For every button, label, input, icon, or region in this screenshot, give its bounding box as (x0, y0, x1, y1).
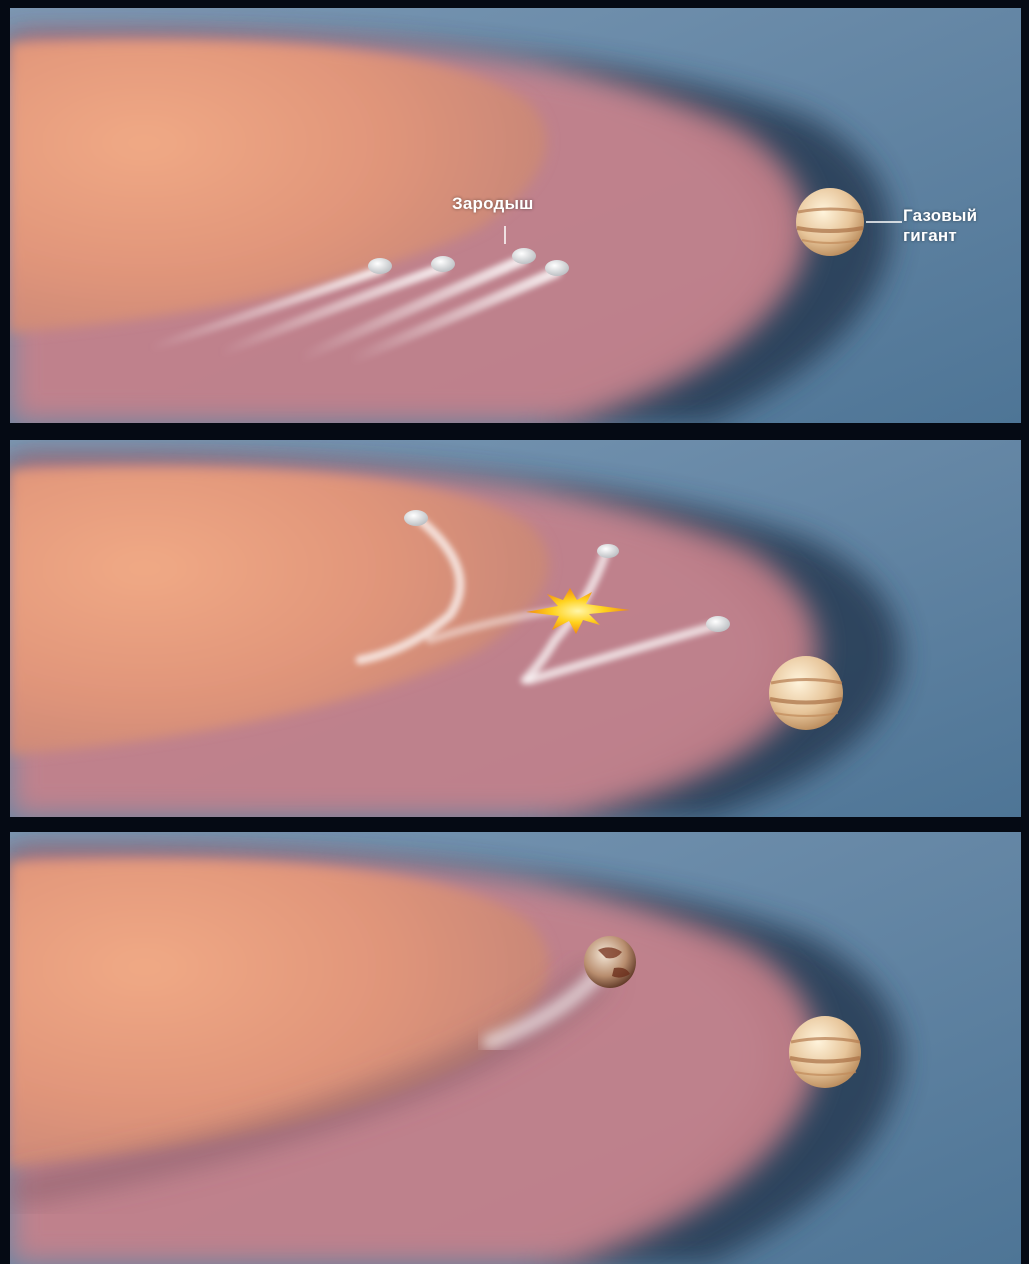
panel-2-illustration (10, 440, 1021, 817)
panel-stage-3 (10, 832, 1021, 1264)
embryo-2 (597, 544, 619, 558)
embryo-label: Зародыш (452, 194, 534, 214)
embryo-1 (368, 258, 392, 274)
panel-3-illustration (10, 832, 1021, 1264)
embryo-3 (706, 616, 730, 632)
gas-giant-label: Газовый гигант (903, 206, 977, 246)
embryo-label-text: Зародыш (452, 194, 534, 213)
rocky-planet (584, 936, 636, 988)
gas-giant-planet (789, 1016, 861, 1088)
gas-giant-label-line-2: гигант (903, 226, 957, 245)
embryo-3 (512, 248, 536, 264)
embryo-trails (355, 515, 720, 685)
panel-stage-2 (10, 440, 1021, 817)
gas-giant-planet (769, 656, 843, 730)
collision-flash (526, 588, 630, 634)
embryo-4 (545, 260, 569, 276)
embryo-1 (404, 510, 428, 526)
embryo-2 (431, 256, 455, 272)
gas-giant-label-line-1: Газовый (903, 206, 978, 225)
inner-disk (10, 467, 549, 755)
gas-giant-planet (796, 188, 864, 256)
panel-stage-1 (10, 8, 1021, 423)
embryo-trails (145, 254, 562, 366)
inner-disk (10, 859, 549, 1167)
panel-1-illustration (10, 8, 1021, 423)
inner-disk (10, 40, 547, 333)
